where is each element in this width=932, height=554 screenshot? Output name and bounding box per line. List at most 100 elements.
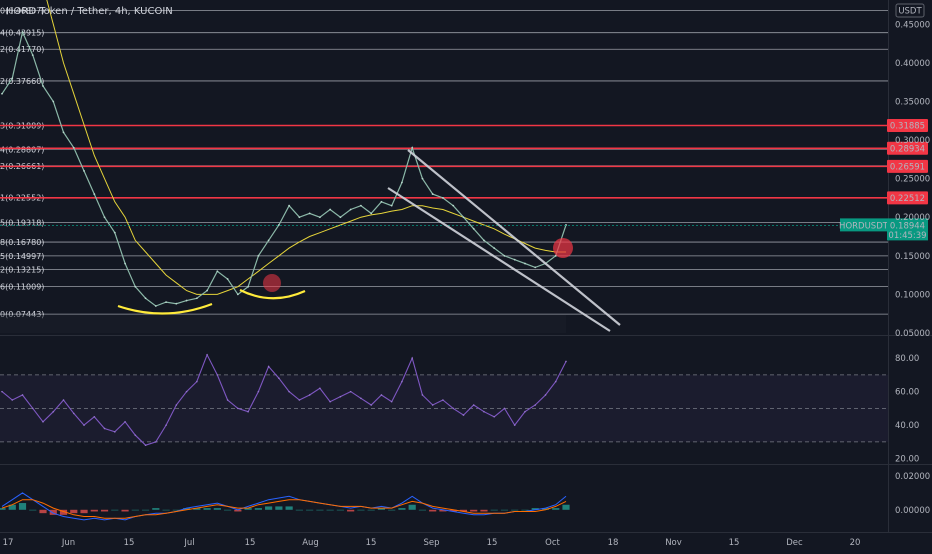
macd-histogram-bar <box>531 508 539 510</box>
price-point <box>247 285 250 288</box>
macd-histogram-bar <box>377 508 386 510</box>
resistance-level-badge <box>887 141 928 155</box>
macd-histogram-bar <box>326 509 334 511</box>
price-point <box>411 146 414 149</box>
price-point <box>401 181 403 184</box>
fib-level-label: 6(0.11009) <box>0 283 44 292</box>
macd-histogram-bar <box>449 509 457 512</box>
rsi-point <box>308 394 311 396</box>
cup-arc-left[interactable] <box>117 302 213 315</box>
x-tick-label: Sep <box>423 538 439 548</box>
macd-histogram-bar <box>316 509 324 511</box>
macd-histogram-bar <box>470 509 478 512</box>
rsi-tick-label: 40.00 <box>895 421 919 431</box>
x-tick-label: Oct <box>545 538 560 548</box>
rsi-point <box>390 400 393 403</box>
macd-histogram-bar <box>49 509 57 515</box>
cup-arc-right[interactable] <box>239 289 306 300</box>
rsi-point <box>206 353 208 356</box>
macd-histogram-bar <box>193 508 201 510</box>
rsi-point <box>565 360 567 363</box>
rsi-point <box>52 410 55 413</box>
macd-histogram-bar <box>541 508 550 510</box>
price-point <box>134 285 137 288</box>
rsi-point <box>483 410 485 413</box>
price-point <box>257 254 260 257</box>
resistance-level-badge <box>887 159 928 173</box>
price-point <box>154 305 157 307</box>
highlight-circle-breakout[interactable] <box>553 238 573 258</box>
macd-histogram-bar <box>429 509 437 512</box>
price-point <box>21 31 24 33</box>
rsi-point <box>503 407 506 410</box>
price-point <box>483 239 485 242</box>
price-point <box>421 177 424 180</box>
price-point <box>72 146 75 149</box>
fib-level-label: 2(0.37660) <box>0 77 44 86</box>
signal-line <box>1 499 567 519</box>
macd-tick-label: 0.00000 <box>895 506 930 516</box>
macd-histogram-bar <box>265 506 273 510</box>
macd-histogram-bar <box>367 509 375 511</box>
price-tick-label: 0.40000 <box>895 59 930 69</box>
macd-histogram-bar <box>459 509 468 512</box>
rsi-point <box>83 424 85 426</box>
price-point <box>380 200 383 203</box>
x-tick-label: 15 <box>124 538 135 548</box>
price-point <box>236 293 239 296</box>
rsi-point <box>472 404 475 406</box>
rsi-point <box>319 387 321 390</box>
price-point <box>288 204 291 207</box>
price-point <box>390 204 393 207</box>
highlight-circle-low[interactable] <box>263 274 281 292</box>
volume-area <box>0 315 566 333</box>
resistance-level-value: 0.22512 <box>890 194 925 204</box>
rsi-point <box>462 414 465 416</box>
price-point <box>83 170 85 172</box>
price-tick-label: 0.10000 <box>895 290 930 300</box>
resistance-level-badge <box>887 119 928 133</box>
rsi-point <box>185 390 188 393</box>
macd-tick-label: 0.02000 <box>895 472 930 482</box>
price-point <box>442 197 444 199</box>
x-tick-label: Nov <box>665 538 682 548</box>
rsi-point <box>134 434 137 436</box>
price-point <box>185 299 188 302</box>
price-point <box>298 216 301 219</box>
channel-upper-line[interactable] <box>407 149 621 326</box>
price-tick-label: 0.15000 <box>895 252 930 262</box>
price-point <box>462 216 465 219</box>
fib-level-label: 5(0.14997) <box>0 252 44 261</box>
currency-badge[interactable] <box>895 3 925 18</box>
rsi-point <box>349 390 352 393</box>
macd-histogram-bar <box>29 509 37 511</box>
rsi-point <box>72 412 75 415</box>
fib-level-label: 8(0.16780) <box>0 238 44 247</box>
countdown-value: 01:45:39 <box>888 231 926 241</box>
price-point <box>113 231 116 234</box>
price-point <box>195 297 198 300</box>
price-point <box>124 262 126 265</box>
rsi-point <box>278 377 280 380</box>
channel-lower-line[interactable] <box>387 187 611 332</box>
rsi-point <box>421 394 424 396</box>
price-point <box>165 301 167 304</box>
macd-histogram-bar <box>511 509 519 511</box>
price-point <box>144 297 147 300</box>
price-point <box>493 247 496 250</box>
x-tick-label: 15 <box>487 538 498 548</box>
price-point <box>431 193 434 195</box>
macd-histogram-bar <box>172 509 180 511</box>
macd-histogram-bar <box>121 509 129 512</box>
macd-histogram-bar <box>398 508 406 510</box>
price-point <box>277 224 280 226</box>
price-point <box>524 262 526 265</box>
rsi-point <box>298 399 301 401</box>
macd-histogram-bar <box>285 506 293 510</box>
macd-histogram-bar <box>521 509 529 511</box>
rsi-point <box>165 424 167 426</box>
price-tick-label: 0.35000 <box>895 97 930 107</box>
macd-histogram-bar <box>0 508 6 510</box>
